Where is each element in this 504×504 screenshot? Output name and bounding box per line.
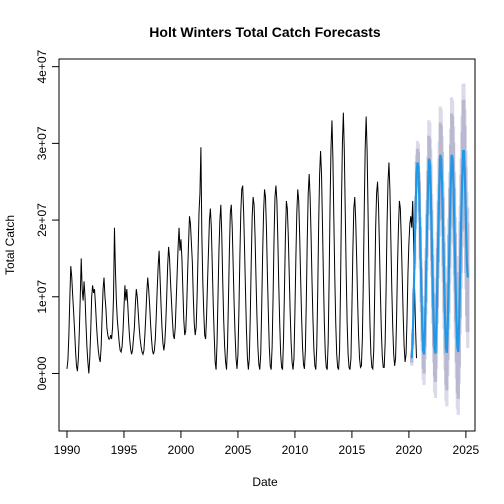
x-tick-label: 1995 <box>111 443 138 457</box>
x-tick-label: 2000 <box>168 443 195 457</box>
y-tick-label: 1e+07 <box>35 280 49 314</box>
x-tick-label: 1990 <box>54 443 81 457</box>
chart-title: Holt Winters Total Catch Forecasts <box>149 24 381 40</box>
x-tick-label: 2025 <box>453 443 480 457</box>
x-tick-label: 2005 <box>225 443 252 457</box>
x-tick-label: 2010 <box>282 443 309 457</box>
x-tick-label: 2020 <box>396 443 423 457</box>
y-axis-label: Total Catch <box>3 215 17 275</box>
y-tick-label: 0e+00 <box>35 356 49 390</box>
y-tick-label: 3e+07 <box>35 126 49 160</box>
x-tick-label: 2015 <box>339 443 366 457</box>
x-axis-label: Date <box>252 475 278 489</box>
y-tick-label: 2e+07 <box>35 203 49 237</box>
y-tick-label: 4e+07 <box>35 49 49 83</box>
